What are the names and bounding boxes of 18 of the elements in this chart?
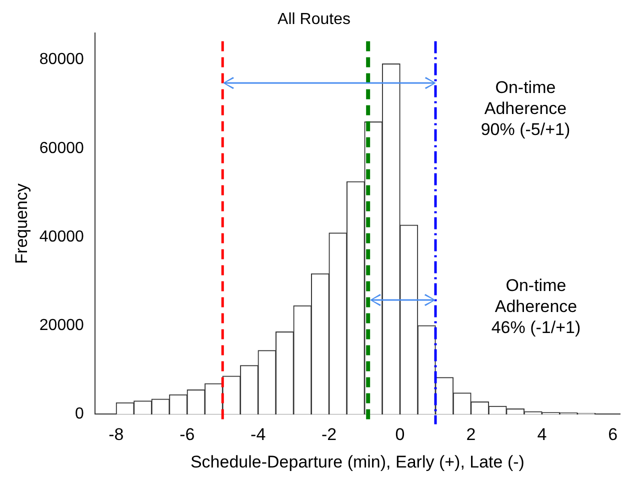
x-tick-label: -6 xyxy=(180,425,195,444)
annotation: On-time Adherence 90% (-5/+1) xyxy=(480,78,570,140)
annotation: On-time Adherence 46% (-1/+1) xyxy=(491,276,581,338)
y-tick-label: 0 xyxy=(74,406,84,423)
y-tick-label: 20000 xyxy=(39,317,84,334)
y-axis-title: Frequency xyxy=(12,183,31,264)
x-tick-label: -8 xyxy=(108,425,124,444)
x-tick-label: -4 xyxy=(250,425,266,444)
x-tick-label: -2 xyxy=(322,425,337,444)
y-tick-label: 80000 xyxy=(39,51,84,68)
y-tick-label: 40000 xyxy=(39,228,84,246)
chart-title: All Routes xyxy=(278,11,350,28)
x-tick-label: 4 xyxy=(537,425,547,444)
x-axis-title: Schedule-Departure (min), Early (+), Late (-) xyxy=(190,452,524,472)
x-tick-label: 2 xyxy=(466,425,476,444)
y-tick-label: 60000 xyxy=(39,140,84,157)
x-tick-label: 0 xyxy=(395,425,405,444)
x-tick-label: 6 xyxy=(608,425,618,444)
